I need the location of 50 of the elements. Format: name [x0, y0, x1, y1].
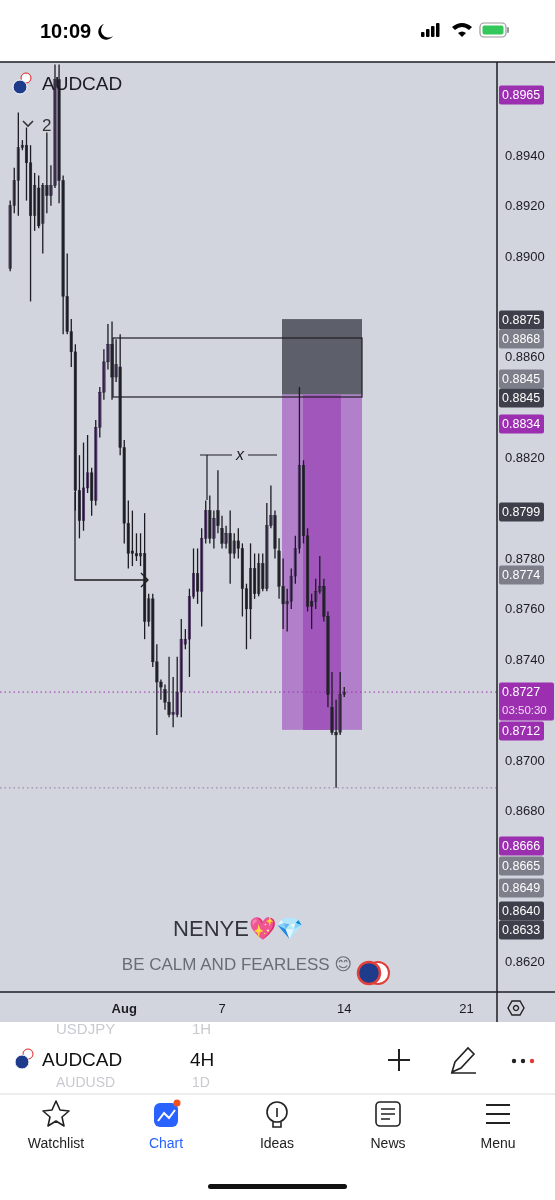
text: 0.8845 — [502, 372, 541, 386]
text: Watchlist — [27, 1135, 85, 1151]
candlestick — [179, 618, 183, 718]
candlestick — [257, 552, 261, 597]
y-tick-label: 0.8740 — [505, 651, 545, 667]
text: 4H — [190, 1049, 215, 1070]
text: 0.8649 — [502, 881, 541, 895]
y-tick-label: 0.8780 — [505, 551, 545, 566]
text: 0.8712 — [502, 724, 541, 738]
text: 0.8774 — [502, 568, 541, 582]
annotation: BE CALM AND FEARLESS 😊 — [121, 955, 353, 974]
text: 0.8875 — [502, 313, 541, 327]
text: 0.8834 — [502, 417, 541, 431]
candlestick — [29, 144, 33, 303]
y-tick-label: 0.8680 — [505, 803, 545, 819]
text: 0.8845 — [502, 391, 541, 405]
text: 10:09 — [40, 20, 92, 42]
x-tick-label: 14 — [337, 1001, 352, 1016]
x-tick-label: 21 — [459, 1001, 474, 1016]
y-tick-label: 0.8920 — [505, 198, 545, 214]
annotation: NENYE💖💎 — [173, 916, 303, 941]
text: Chart — [148, 1135, 184, 1151]
x-tick-label: Aug — [111, 1001, 137, 1016]
candlestick — [143, 512, 147, 640]
text: Menu — [480, 1135, 516, 1151]
text: Ideas — [259, 1135, 295, 1151]
text: 0.8965 — [502, 88, 541, 102]
y-tick-label: 0.8860 — [505, 349, 545, 365]
y-tick-label: 0.8820 — [505, 450, 545, 466]
text: 03:50:30 — [502, 704, 547, 717]
y-tick-label: 0.8900 — [505, 248, 545, 264]
y-tick-label: 0.8940 — [505, 147, 545, 163]
x-tick-label: 7 — [218, 1001, 226, 1016]
annotation: x — [235, 446, 245, 463]
annotation: 2 — [42, 116, 52, 135]
text: News — [370, 1135, 406, 1151]
y-tick-label: 0.8700 — [505, 752, 545, 768]
text: 0.8633 — [502, 923, 541, 937]
text: 0.8665 — [502, 859, 541, 873]
text: 0.8868 — [502, 332, 541, 346]
text: AUDCAD — [42, 1049, 123, 1070]
text: 0.8666 — [502, 839, 541, 853]
candlestick — [208, 494, 212, 545]
candlestick — [16, 111, 20, 217]
ref-line-label: 0.8727 — [502, 685, 541, 700]
y-tick-label: 0.8620 — [505, 954, 545, 970]
y-tick-label: 0.8760 — [505, 601, 545, 617]
candlestick — [228, 509, 232, 585]
text: 0.8799 — [502, 505, 541, 519]
text: 0.8640 — [502, 904, 541, 918]
